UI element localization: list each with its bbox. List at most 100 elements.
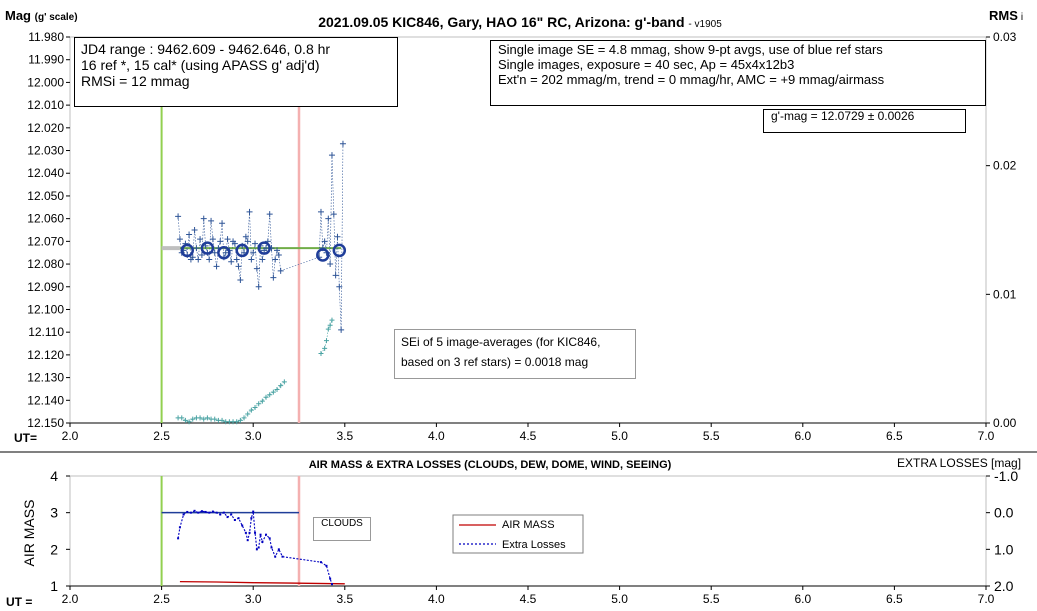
mag-point xyxy=(209,236,216,243)
losses-point xyxy=(200,510,203,513)
mag-point xyxy=(259,256,266,263)
avg-circle xyxy=(257,241,271,255)
y-tick-label: 12.040 xyxy=(27,166,64,180)
losses-point xyxy=(248,531,251,534)
y-tick-label: 12.150 xyxy=(27,416,64,430)
lower-ticks: 1 2 3 4 -1.0 0.0 1.0 2.0 2.0 2.5 3.0 3.5 4.0 4.5 5.0 5.… xyxy=(50,468,1018,606)
lower-title: AIR MASS & EXTRA LOSSES (CLOUDS, DEW, DO… xyxy=(309,459,672,471)
mag-point xyxy=(244,238,251,245)
lower-x-tick-label: 6.0 xyxy=(794,592,811,606)
mag-point xyxy=(275,251,282,258)
losses-point xyxy=(215,511,218,514)
rms-point xyxy=(327,322,333,328)
y-tick-label: 12.120 xyxy=(27,348,64,362)
mag-series-gap-line xyxy=(280,256,320,272)
avg-circle xyxy=(180,243,194,258)
x-tick-label: 6.5 xyxy=(886,429,903,443)
info-left-line2: 16 ref *, 15 cal* (using APASS g' adj'd) xyxy=(81,57,320,74)
rms-point xyxy=(182,417,188,423)
mag-point xyxy=(336,283,343,290)
clouds-label: CLOUDS xyxy=(321,518,363,529)
y-tick-label: 11.990 xyxy=(28,53,64,67)
lower-y-tick-label: 2 xyxy=(50,541,58,557)
mag-point xyxy=(330,211,337,218)
rms-point xyxy=(274,387,280,393)
rms-point xyxy=(186,419,192,425)
rms-point xyxy=(179,415,185,421)
lower-x-tick-label: 4.0 xyxy=(428,592,445,606)
mag-point xyxy=(242,233,249,240)
losses-point xyxy=(208,511,211,514)
rms-point xyxy=(263,394,269,400)
clouds-box: CLOUDS xyxy=(313,517,371,541)
losses-point xyxy=(265,533,268,536)
airmass-line xyxy=(179,580,345,585)
mag-point xyxy=(175,213,182,220)
ut-label: UT= xyxy=(14,431,37,445)
info-left-line1: JD4 range : 9462.609 - 9462.646, 0.8 hr xyxy=(81,41,331,57)
mag-point xyxy=(228,258,235,265)
y-tick-label: 12.000 xyxy=(27,75,64,89)
y2-tick-label: 0.01 xyxy=(993,287,1017,301)
losses-point xyxy=(259,533,262,536)
mag-point xyxy=(263,245,270,252)
mag-point xyxy=(317,208,324,215)
y2-tick-label: 0.02 xyxy=(993,159,1017,173)
mag-point xyxy=(200,215,207,222)
mag-point xyxy=(222,249,229,256)
chart-title: 2021.09.05 KIC846, Gary, HAO 16" RC, Ari… xyxy=(318,14,722,30)
info-right-line3: Ext'n = 202 mmag/m, trend = 0 mmag/hr, A… xyxy=(498,71,885,87)
info-right-line1: Single image SE = 4.8 mmag, show 9-pt av… xyxy=(498,42,883,57)
x-tick-label: 7.0 xyxy=(978,429,995,443)
y-tick-label: 12.090 xyxy=(27,280,64,294)
losses-point xyxy=(222,511,225,514)
losses-point xyxy=(182,513,185,516)
x-tick-label: 4.5 xyxy=(520,429,537,443)
mag-point xyxy=(217,238,224,245)
info-left-box: JD4 range : 9462.609 - 9462.646, 0.8 hr … xyxy=(74,37,398,107)
y-tick-label: 12.140 xyxy=(27,393,64,407)
rms-point xyxy=(234,419,240,425)
lower-y2-tick-label: -1.0 xyxy=(994,468,1018,484)
mag-point xyxy=(339,140,346,147)
sei-line2: based on 3 ref stars) = 0.0018 mag xyxy=(401,355,589,369)
y2-tick-label: 0.00 xyxy=(993,416,1017,430)
mag-point xyxy=(213,263,220,270)
losses-point xyxy=(246,539,249,542)
lower-y2-tick-label: 0.0 xyxy=(994,505,1014,521)
lower-y-tick-label: 3 xyxy=(50,505,58,521)
mag-point xyxy=(237,276,244,283)
rms-point xyxy=(322,345,328,351)
legend-airmass-label: AIR MASS xyxy=(502,519,555,531)
mag-point xyxy=(206,256,213,263)
mag-point xyxy=(197,236,204,243)
y-tick-label: 12.050 xyxy=(27,189,64,203)
rms-point xyxy=(241,415,247,421)
lower-x-tick-label: 5.0 xyxy=(611,592,628,606)
losses-point xyxy=(268,537,271,540)
losses-gap-line xyxy=(282,556,322,563)
rms-point xyxy=(252,405,258,411)
x-tick-label: 5.5 xyxy=(703,429,720,443)
losses-point xyxy=(204,510,207,513)
avg-circle xyxy=(316,248,330,262)
rms-point xyxy=(323,338,329,344)
avg-circle xyxy=(200,241,215,255)
lower-x-tick-label: 5.5 xyxy=(703,592,720,606)
rms-point xyxy=(256,401,262,407)
y-tick-label: 12.100 xyxy=(27,302,64,316)
avg-circle xyxy=(235,243,249,258)
y-tick-label: 12.070 xyxy=(27,234,64,248)
lower-x-tick-label: 3.0 xyxy=(245,592,262,606)
lower-x-tick-label: 7.0 xyxy=(978,592,995,606)
sei-box: SEi of 5 image-averages (for KIC846, bas… xyxy=(394,329,636,379)
rms-point xyxy=(204,415,210,421)
ut-label-lower: UT = xyxy=(6,595,32,609)
losses-point xyxy=(241,524,244,527)
losses-point xyxy=(244,531,247,534)
rms-point xyxy=(248,407,254,413)
rms-point xyxy=(267,392,273,398)
y-tick-label: 11.980 xyxy=(28,30,64,44)
losses-point xyxy=(226,516,229,519)
